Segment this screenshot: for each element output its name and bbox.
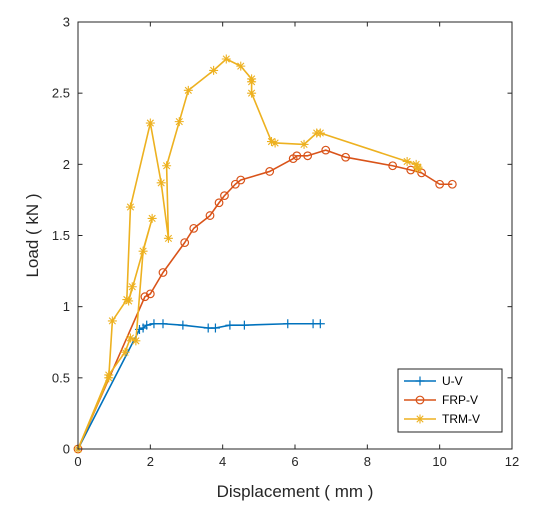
data-point xyxy=(120,347,130,357)
legend-label: TRM-V xyxy=(442,412,480,426)
y-tick-label: 1.5 xyxy=(52,228,70,243)
x-tick-label: 4 xyxy=(219,454,226,469)
data-point xyxy=(239,320,249,330)
data-point xyxy=(209,65,219,75)
data-point xyxy=(138,246,148,256)
data-point xyxy=(292,151,302,161)
data-point xyxy=(247,88,257,98)
legend-marker xyxy=(415,376,425,386)
data-point xyxy=(220,191,229,201)
data-point xyxy=(447,179,457,189)
data-point xyxy=(270,138,280,148)
data-point xyxy=(131,336,141,346)
data-point xyxy=(341,152,351,162)
data-point xyxy=(411,159,421,169)
data-point xyxy=(315,128,325,138)
data-point xyxy=(388,161,398,171)
data-point xyxy=(283,319,293,329)
x-tick-label: 2 xyxy=(147,454,154,469)
data-point xyxy=(402,156,412,166)
data-point xyxy=(236,61,246,71)
data-point xyxy=(321,145,331,155)
data-point xyxy=(149,319,159,329)
x-tick-label: 10 xyxy=(432,454,446,469)
data-point xyxy=(104,370,114,380)
series-layer xyxy=(73,54,457,454)
legend-marker xyxy=(415,414,425,424)
y-tick-label: 1 xyxy=(63,299,70,314)
data-point xyxy=(162,161,172,171)
x-axis-title: Displacement ( mm ) xyxy=(217,482,374,501)
data-point xyxy=(156,178,166,188)
x-tick-label: 6 xyxy=(291,454,298,469)
data-point xyxy=(124,296,134,306)
y-axis-title: Load ( kN ) xyxy=(23,193,42,277)
data-point xyxy=(189,223,199,233)
data-point xyxy=(163,233,173,243)
data-point xyxy=(205,211,215,220)
series-trm-v xyxy=(73,54,423,454)
legend: U-V FRP-V TRM-V xyxy=(397,368,503,433)
y-tick-label: 3 xyxy=(63,15,70,30)
data-point xyxy=(145,118,155,128)
data-point xyxy=(127,282,137,292)
data-point xyxy=(221,54,231,64)
y-tick-label: 2 xyxy=(63,157,70,172)
data-point xyxy=(158,319,168,329)
data-point xyxy=(140,292,150,302)
x-tick-label: 0 xyxy=(74,454,81,469)
y-tick-label: 0.5 xyxy=(52,370,70,385)
data-point xyxy=(183,85,193,95)
data-point xyxy=(142,320,152,330)
legend-label: U-V xyxy=(442,374,463,388)
data-point xyxy=(303,151,313,161)
x-tick-label: 8 xyxy=(364,454,371,469)
data-point xyxy=(247,77,257,87)
data-point xyxy=(315,319,325,329)
data-point xyxy=(299,139,309,149)
data-point xyxy=(210,323,220,333)
data-point xyxy=(230,179,240,189)
data-point xyxy=(125,202,135,212)
series-line xyxy=(77,149,453,450)
data-point xyxy=(435,179,445,189)
data-point xyxy=(178,320,188,330)
data-point xyxy=(158,268,168,277)
data-point xyxy=(180,238,190,248)
data-point xyxy=(225,320,235,330)
series-frp-v xyxy=(73,145,457,454)
data-point xyxy=(107,316,117,326)
data-point xyxy=(174,117,184,127)
x-tick-label: 12 xyxy=(505,454,519,469)
data-point xyxy=(266,137,276,147)
y-tick-label: 0 xyxy=(63,442,70,457)
data-point xyxy=(413,162,423,172)
legend-label: FRP-V xyxy=(442,393,478,407)
data-point xyxy=(147,213,157,223)
y-tick-label: 2.5 xyxy=(52,86,70,101)
tick-layer: 0 2 4 6 8 10 12 0 0.5 1 1.5 2 2.5 3 xyxy=(52,15,519,470)
data-point xyxy=(214,198,224,208)
data-point xyxy=(265,167,275,176)
data-point xyxy=(145,289,155,299)
legend-marker xyxy=(415,395,425,405)
data-point xyxy=(236,175,246,185)
data-point xyxy=(125,333,135,343)
